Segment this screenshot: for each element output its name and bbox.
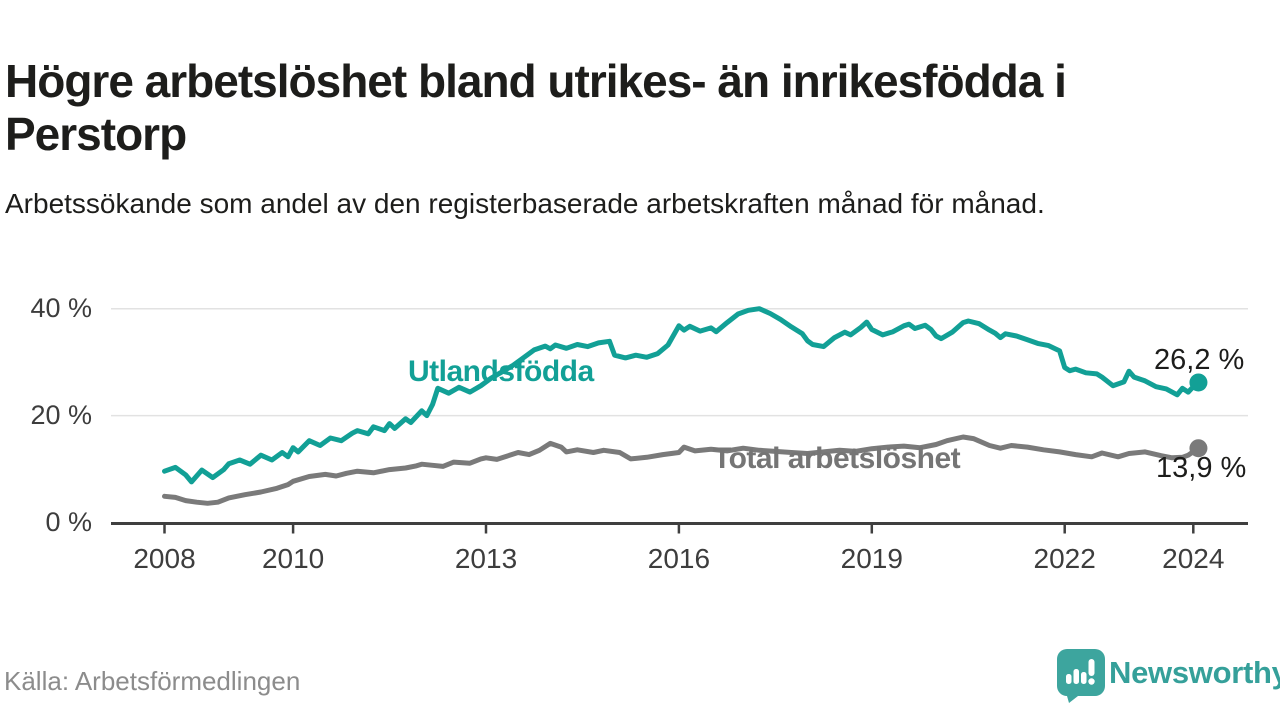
x-axis-tick-label: 2008: [133, 543, 196, 574]
x-axis-tick-label: 2010: [261, 543, 325, 574]
page-title: Högre arbetslöshet bland utrikes- än inr…: [5, 54, 1067, 161]
page-subtitle: Arbetssökande som andel av den registerb…: [5, 188, 1045, 219]
end-value-label-total: 13,9 %: [1156, 452, 1247, 484]
series-line-total: [162, 434, 1201, 506]
x-axis-tick-label: 2019: [840, 543, 903, 574]
series-end-dots: [1189, 373, 1208, 458]
x-axis-tick-label: 2013: [454, 543, 518, 574]
series-end-dot-total: [1189, 439, 1208, 458]
x-axis-tick-label: 2022: [1033, 543, 1096, 574]
series-lines: [162, 306, 1201, 506]
x-axis-tick-label: 2016: [647, 543, 711, 574]
y-axis-tick-label: 20 %: [30, 399, 92, 430]
series-label-total-arbetsloshet: Total arbetslöshet: [713, 442, 961, 475]
x-axis: [111, 522, 1248, 534]
end-value-label-utlandsfodda: 26,2 %: [1154, 344, 1245, 376]
x-axis-tick-label: 2024: [1162, 543, 1225, 574]
y-axis-tick-label: 40 %: [30, 292, 92, 323]
gridlines: [111, 307, 1248, 417]
series-end-dot-utlandsfodda: [1189, 373, 1208, 392]
source-note: Källa: Arbetsförmedlingen: [4, 666, 301, 696]
newsworthy-logo-text: Newsworthy: [1109, 655, 1280, 690]
y-axis-tick-label: 0 %: [45, 506, 92, 537]
newsworthy-logo-icon: [1057, 649, 1105, 703]
series-label-utlandsfodda: Utlandsfödda: [408, 355, 594, 388]
series-line-utlandsfodda: [162, 306, 1201, 485]
